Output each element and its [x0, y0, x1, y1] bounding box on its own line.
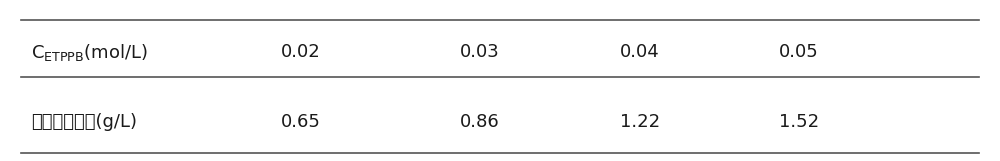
Text: 0.03: 0.03 — [460, 43, 500, 61]
Text: 1.52: 1.52 — [779, 113, 819, 131]
Text: 0.04: 0.04 — [620, 43, 659, 61]
Text: 0.86: 0.86 — [460, 113, 500, 131]
Text: 0.02: 0.02 — [281, 43, 320, 61]
Text: 0.05: 0.05 — [779, 43, 819, 61]
Text: 0.65: 0.65 — [281, 113, 320, 131]
Text: $\mathregular{C_{ETPPB}}$(mol/L): $\mathregular{C_{ETPPB}}$(mol/L) — [31, 42, 148, 62]
Text: 1.22: 1.22 — [620, 113, 660, 131]
Text: 饱和萝取容量(g/L): 饱和萝取容量(g/L) — [31, 113, 137, 131]
